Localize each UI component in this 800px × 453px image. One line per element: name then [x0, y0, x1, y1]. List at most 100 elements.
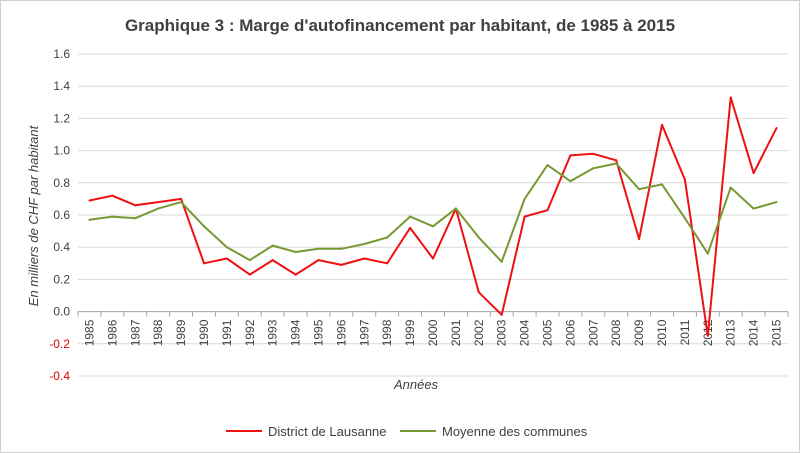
data-point [271, 259, 274, 262]
x-tick-label: 2015 [770, 319, 784, 346]
data-point [752, 172, 755, 175]
data-point [477, 236, 480, 239]
y-tick-label: 0.6 [53, 208, 70, 222]
data-point [683, 178, 686, 181]
x-tick-label: 1999 [403, 319, 417, 346]
data-point [661, 183, 664, 186]
x-tick-label: 2001 [449, 319, 463, 346]
x-tick-label: 2004 [518, 319, 532, 346]
data-point [546, 209, 549, 212]
x-tick-label: 2013 [724, 319, 738, 346]
data-point [523, 197, 526, 200]
data-point [88, 199, 91, 202]
data-point [569, 154, 572, 157]
data-point [180, 197, 183, 200]
data-point [271, 244, 274, 247]
x-tick-label: 1990 [197, 319, 211, 346]
x-tick-label: 2009 [632, 319, 646, 346]
data-point [317, 259, 320, 262]
data-point [134, 204, 137, 207]
x-tick-label: 1993 [266, 319, 280, 346]
x-tick-label: 1997 [357, 319, 371, 346]
data-point [752, 207, 755, 210]
y-tick-label: -0.4 [49, 369, 70, 383]
y-tick-label: 0.4 [53, 240, 70, 254]
x-tick-label: 2007 [586, 319, 600, 346]
data-point [363, 242, 366, 245]
data-point [157, 201, 160, 204]
data-point [432, 225, 434, 228]
x-tick-label: 1987 [128, 319, 142, 346]
data-point [500, 260, 503, 263]
data-point [592, 167, 595, 170]
data-point [88, 218, 91, 221]
data-point [409, 226, 412, 229]
data-point [409, 215, 412, 218]
data-point [638, 238, 641, 241]
y-axis-ticks: -0.4 -0.2 0.0 0.2 0.4 0.6 0.8 1.0 1.2 1.4 1.6 [49, 47, 70, 383]
x-tick-label: 1991 [220, 319, 234, 346]
x-tick-label: 1989 [174, 319, 188, 346]
data-point [225, 246, 228, 249]
x-axis-ticks: 1985 1986 1987 1988 1989 1990 1991 1992 1993 1994… [82, 319, 783, 346]
x-tick-label: 2002 [472, 319, 486, 346]
data-point [661, 123, 664, 126]
data-point [592, 152, 595, 155]
x-tick-label: 1988 [151, 319, 165, 346]
x-tick-label: 2008 [609, 319, 623, 346]
data-point [225, 257, 228, 260]
y-tick-label: 0.8 [53, 176, 70, 190]
data-point [386, 236, 389, 239]
series-lines [88, 96, 778, 337]
series-line-district [89, 96, 778, 337]
x-tick-label: 1994 [289, 319, 303, 346]
y-tick-label: -0.2 [49, 337, 70, 351]
grid-lines [78, 53, 788, 377]
data-point [157, 207, 160, 210]
chart-title: Graphique 3 : Marge d'autofinancement pa… [125, 16, 675, 35]
y-axis-label: En milliers de CHF par habitant [26, 124, 41, 306]
x-tick-label: 2011 [678, 319, 692, 345]
data-point [294, 273, 297, 276]
data-point [775, 127, 778, 130]
data-point [180, 201, 183, 204]
y-tick-label: 1.2 [53, 111, 70, 125]
x-axis-label: Années [393, 377, 439, 392]
data-point [454, 207, 457, 210]
data-point [729, 96, 732, 99]
y-tick-label: 0.2 [53, 272, 70, 286]
legend-label-district: District de Lausanne [268, 424, 387, 439]
x-tick-label: 2010 [655, 319, 669, 346]
y-tick-label: 1.0 [53, 144, 70, 158]
data-point [546, 164, 549, 167]
y-tick-label: 1.6 [53, 47, 70, 61]
data-point [340, 263, 343, 266]
x-tick-label: 1998 [380, 319, 394, 346]
data-point [432, 257, 434, 260]
x-tick-label: 2005 [541, 319, 555, 346]
x-tick-label: 2000 [426, 319, 440, 346]
data-point [500, 313, 503, 316]
x-tick-label: 2014 [747, 319, 761, 346]
data-point [202, 262, 205, 265]
data-point [775, 201, 778, 204]
data-point [363, 257, 366, 260]
data-point [248, 259, 251, 262]
y-tick-label: 1.4 [53, 79, 70, 93]
x-tick-label: 2003 [495, 319, 509, 346]
x-tick-label: 1996 [334, 319, 348, 346]
data-point [111, 194, 114, 197]
data-point [523, 215, 526, 218]
legend-label-communes: Moyenne des communes [442, 424, 588, 439]
x-tick-label: 1985 [82, 319, 96, 346]
y-tick-label: 0.0 [53, 305, 70, 319]
x-tick-label: 1992 [243, 319, 257, 346]
data-point [729, 186, 732, 189]
data-point [111, 215, 114, 218]
data-point [706, 334, 709, 337]
data-point [706, 252, 709, 255]
x-tick-label: 2006 [563, 319, 577, 346]
legend: District de Lausanne Moyenne des commune… [226, 424, 588, 439]
data-point [615, 159, 618, 162]
